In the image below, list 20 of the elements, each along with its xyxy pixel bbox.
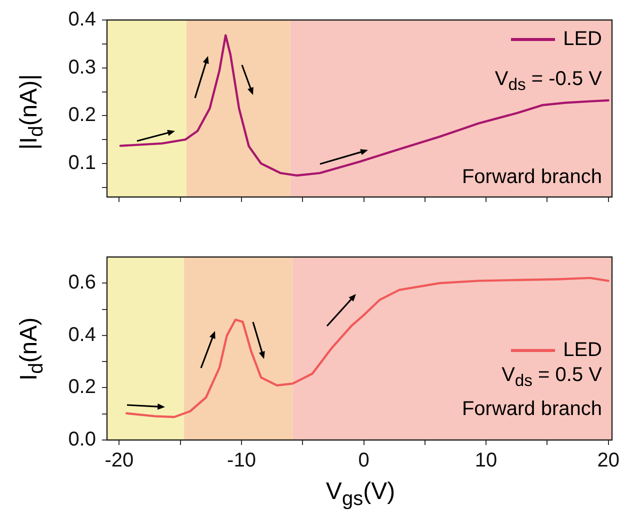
x-tick-label: 0	[358, 450, 370, 472]
legend-label: LED	[563, 28, 602, 51]
annotation: Forward branch	[462, 166, 602, 189]
annotation: V$_{ds}$ = -0.5 V	[494, 68, 602, 95]
y-tick-label: 0.4	[68, 8, 96, 31]
annotation: V$_{ds}$ = 0.5 V	[502, 364, 602, 391]
y-tick-label: 0.6	[68, 272, 96, 294]
y-tick-label: 0.3	[68, 56, 96, 78]
x-axis-title: V$_{gs}$(V)	[326, 478, 396, 511]
y-tick-label: 0.1	[68, 152, 96, 174]
x-tick-label: 10	[474, 450, 498, 472]
annotation: Forward branch	[462, 398, 602, 421]
x-tick-label: -10	[227, 450, 256, 472]
y-tick-label: 0.2	[68, 376, 96, 398]
x-tick-label: 20	[597, 450, 620, 472]
y-tick-label: 0.0	[68, 428, 96, 451]
legend-label: LED	[563, 339, 602, 362]
y-tick-label: 0.4	[68, 324, 96, 346]
x-tick-label: -20	[104, 450, 134, 472]
y-tick-label: 0.2	[68, 104, 96, 126]
